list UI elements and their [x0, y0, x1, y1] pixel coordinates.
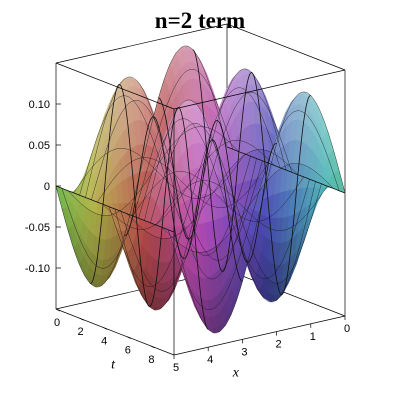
x-tick-label-1: 1	[310, 331, 316, 343]
mesh-line-x-5	[55, 185, 175, 233]
t-tick-label-3: 6	[125, 345, 131, 357]
x-tick-label-4: 4	[207, 354, 213, 366]
t-tick-mark-0	[55, 308, 61, 312]
box-edge-front-3	[173, 69, 346, 110]
mesh-line-t-0	[55, 45, 228, 288]
x-tick-label-3: 3	[241, 346, 247, 358]
mesh-line-t-7	[97, 157, 269, 208]
t-axis-label: t	[111, 358, 116, 373]
mesh-line-t-11	[120, 92, 293, 292]
mesh-line-t-20	[173, 91, 346, 334]
mesh-line-t-9	[108, 87, 281, 287]
t-tick-mark-3	[126, 336, 131, 339]
mesh-line-t-17	[156, 180, 328, 231]
mesh-line-x-1	[192, 49, 311, 296]
x-tick-label-0: 0	[344, 323, 350, 335]
mesh-line-x-3	[124, 116, 243, 282]
mesh-line-x-4	[90, 83, 209, 330]
z-tick-label-2: 0	[44, 181, 50, 193]
mesh-line-t-15	[144, 99, 316, 303]
t-tick-label-0: 0	[54, 317, 60, 329]
box-edge-back-4	[226, 23, 346, 71]
t-tick-label-2: 4	[101, 335, 107, 347]
mesh-line-t-6	[91, 100, 263, 261]
mesh-line-t-18	[162, 163, 334, 253]
mesh-line-x-2	[158, 97, 277, 263]
x-axis-label: x	[232, 366, 240, 381]
mesh-line-t-10	[114, 68, 287, 311]
mesh-line-t-19	[167, 110, 340, 310]
z-tick-label-0: 0.10	[29, 99, 50, 111]
z-tick-label-4: -0.10	[25, 263, 50, 275]
mesh-line-x-0	[226, 146, 346, 194]
t-tick-mark-1	[79, 317, 84, 321]
mesh-line-t-2	[67, 126, 239, 216]
mesh-line-t-12	[126, 149, 298, 239]
x-tick-label-5: 5	[173, 362, 179, 374]
mesh-line-t-3	[73, 148, 245, 199]
chart-title: n=2 term	[154, 8, 246, 33]
t-tick-mark-2	[103, 327, 108, 330]
mesh-line-t-5	[85, 76, 257, 280]
t-tick-label-1: 2	[78, 326, 84, 338]
box-edge-back-3	[55, 23, 228, 64]
t-tick-label-4: 8	[148, 354, 154, 366]
mesh-line-t-16	[150, 123, 322, 284]
z-tick-label-1: 0.05	[29, 140, 50, 152]
box-edge-back-1	[226, 269, 346, 317]
mesh-line-t-1	[61, 69, 234, 269]
t-tick-mark-4	[150, 345, 155, 349]
mesh-line-t-13	[132, 171, 304, 222]
box-edge-front-2	[55, 308, 175, 356]
box-edge-front-1	[173, 315, 346, 356]
z-tick-label-3: -0.05	[25, 222, 50, 234]
mesh-line-t-8	[103, 140, 275, 230]
box-edge-front-4	[55, 62, 175, 110]
x-tick-label-2: 2	[276, 339, 282, 351]
